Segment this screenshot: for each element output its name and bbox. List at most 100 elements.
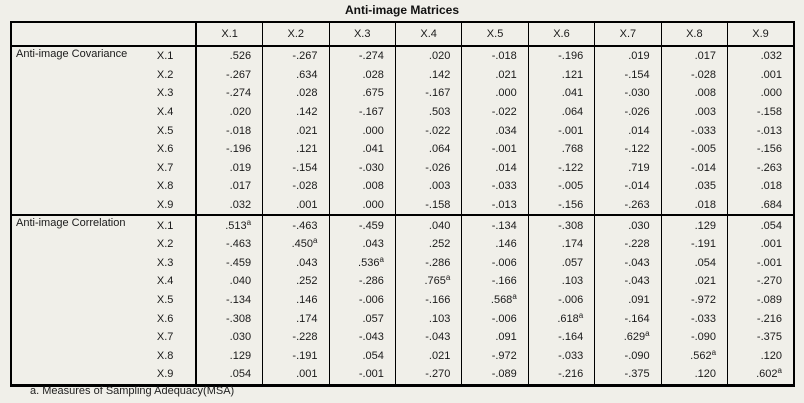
table-row: Anti-image Correlation X.1.513a -.463 -.459… (11, 214, 794, 386)
matrix-cell: .765a (394, 272, 462, 291)
matrix-cell: -.459 (328, 214, 396, 235)
matrix-cell: -.154 (262, 158, 329, 178)
matrix-cell: -.270 (727, 272, 794, 291)
matrix-cell: -.308 (195, 309, 263, 328)
matrix-cell: -.463 (262, 214, 329, 235)
table-title: Anti-image Matrices (344, 3, 460, 17)
matrix-cell: .032 (195, 195, 263, 216)
col-header-x-4: X.4 (394, 22, 462, 47)
matrix-cell: .064 (527, 102, 595, 122)
matrix-cell: -.228 (594, 234, 662, 254)
matrix-cell: .146 (461, 234, 529, 254)
matrix-cell: .020 (394, 46, 462, 66)
matrix-cell: .040 (394, 214, 462, 235)
table-body: Anti-image Covariance X.1.526 -.267 -.274.0… (11, 46, 794, 386)
row-label: X.6 (156, 312, 174, 325)
table-row: X.9 .054.001 -.001 -.270 -.089 -.216 -.375.120… (11, 365, 794, 386)
matrix-cell: .019 (195, 158, 263, 178)
table-row: X.3 -.459.043.536a -.286 -.006.057 -.043.054… (11, 253, 794, 273)
section-label: Anti-image Covariance (16, 48, 128, 60)
matrix-cell: .021 (461, 65, 529, 85)
matrix-cell: .020 (195, 102, 263, 122)
row-label: X.1 (156, 50, 174, 63)
matrix-cell: .252 (262, 272, 329, 291)
matrix-cell: .001 (727, 234, 794, 254)
matrix-cell: .174 (527, 234, 595, 254)
matrix-cell: -.308 (527, 214, 595, 235)
matrix-cell: .120 (660, 365, 728, 386)
matrix-cell: -.026 (394, 158, 462, 178)
matrix-cell: -.375 (727, 327, 794, 347)
col-header-x-6: X.6 (527, 22, 595, 47)
matrix-cell: -.033 (660, 309, 728, 328)
col-header-x-7: X.7 (594, 22, 662, 47)
row-label: X.9 (156, 368, 174, 381)
row-label: X.8 (156, 180, 174, 193)
msa-marker: a (711, 347, 717, 357)
table-row: X.4 .020.142 -.167.503 -.022.064 -.026.003 -.… (11, 102, 794, 122)
matrix-cell: -.030 (594, 84, 662, 103)
matrix-cell: .000 (328, 121, 396, 140)
row-label: X.5 (156, 294, 174, 307)
matrix-cell: .103 (394, 309, 462, 328)
col-header-x-2: X.2 (262, 22, 329, 47)
table-row: X.9 .032.001.000 -.158 -.013 -.156 -.263.018.… (11, 195, 794, 216)
matrix-cell: .103 (527, 272, 595, 291)
matrix-cell: .121 (262, 139, 329, 159)
matrix-cell: -.006 (527, 290, 595, 310)
matrix-cell: -.196 (527, 46, 595, 66)
matrix-cell: .032 (727, 46, 794, 66)
matrix-cell: .120 (727, 346, 794, 366)
matrix-cell: .017 (660, 46, 728, 66)
matrix-cell: .001 (262, 195, 329, 216)
matrix-cell: -.263 (594, 195, 662, 216)
matrix-cell: .040 (195, 272, 263, 291)
matrix-cell: -.156 (727, 139, 794, 159)
matrix-cell: -.043 (394, 327, 462, 347)
footnote: a. Measures of Sampling Adequacy(MSA) (30, 385, 235, 397)
matrix-cell: -.001 (527, 121, 595, 140)
matrix-cell: .054 (195, 365, 263, 386)
matrix-cell: -.122 (594, 139, 662, 159)
matrix-cell: -.274 (328, 46, 396, 66)
matrix-cell: -.006 (461, 309, 529, 328)
msa-marker: a (512, 292, 517, 302)
matrix-cell: .091 (461, 327, 529, 347)
matrix-cell: -.043 (594, 253, 662, 273)
matrix-cell: -.090 (594, 346, 662, 366)
matrix-cell: .562a (660, 346, 728, 366)
matrix-cell: .018 (727, 177, 794, 196)
matrix-cell: .003 (394, 177, 462, 196)
section-label: Anti-image Correlation (11, 214, 150, 386)
msa-marker: a (777, 366, 782, 376)
matrix-cell: -.089 (727, 290, 794, 310)
table-row: X.6 -.308.174.057.103 -.006.618a -.164 -.033… (11, 309, 794, 328)
table-row: X.2 -.267.634.028.142.021.121 -.154 -.028.0… (11, 65, 794, 85)
msa-marker: a (578, 310, 584, 320)
matrix-cell: .513a (195, 214, 263, 235)
matrix-cell: -.026 (594, 102, 662, 122)
matrix-cell: .526 (195, 46, 263, 66)
matrix-cell: -.090 (660, 327, 728, 347)
row-label: X.5 (156, 124, 174, 137)
table-row: X.8 .129 -.191.054.021 -.972 -.033 -.090.562a… (11, 346, 794, 366)
corner-cell (11, 22, 197, 47)
table-row: X.2 -.463.450a .043.252.146.174 -.228 -.191.… (11, 234, 794, 254)
matrix-cell: -.154 (594, 65, 662, 85)
matrix-cell: .054 (328, 346, 396, 366)
matrix-cell: -.286 (328, 272, 396, 291)
anti-image-matrices-table: X.1 X.2 X.3 X.4 X.5 X.6 X.7 X.8 X.9 Anti-image C… (10, 21, 795, 387)
matrix-cell: .768 (527, 139, 595, 159)
matrix-cell: .684 (727, 195, 794, 216)
matrix-cell: -.134 (461, 214, 529, 235)
matrix-cell: .146 (262, 290, 329, 310)
matrix-cell: .017 (195, 177, 263, 196)
matrix-cell: .142 (262, 102, 329, 122)
table-row: Anti-image Covariance X.1.526 -.267 -.274.0… (11, 46, 794, 66)
matrix-cell: -.013 (727, 121, 794, 140)
matrix-cell: -.191 (660, 234, 728, 254)
row-label: X.4 (156, 106, 174, 119)
matrix-cell: -.166 (394, 290, 462, 310)
matrix-cell: -.030 (328, 158, 396, 178)
matrix-cell: .054 (660, 253, 728, 273)
